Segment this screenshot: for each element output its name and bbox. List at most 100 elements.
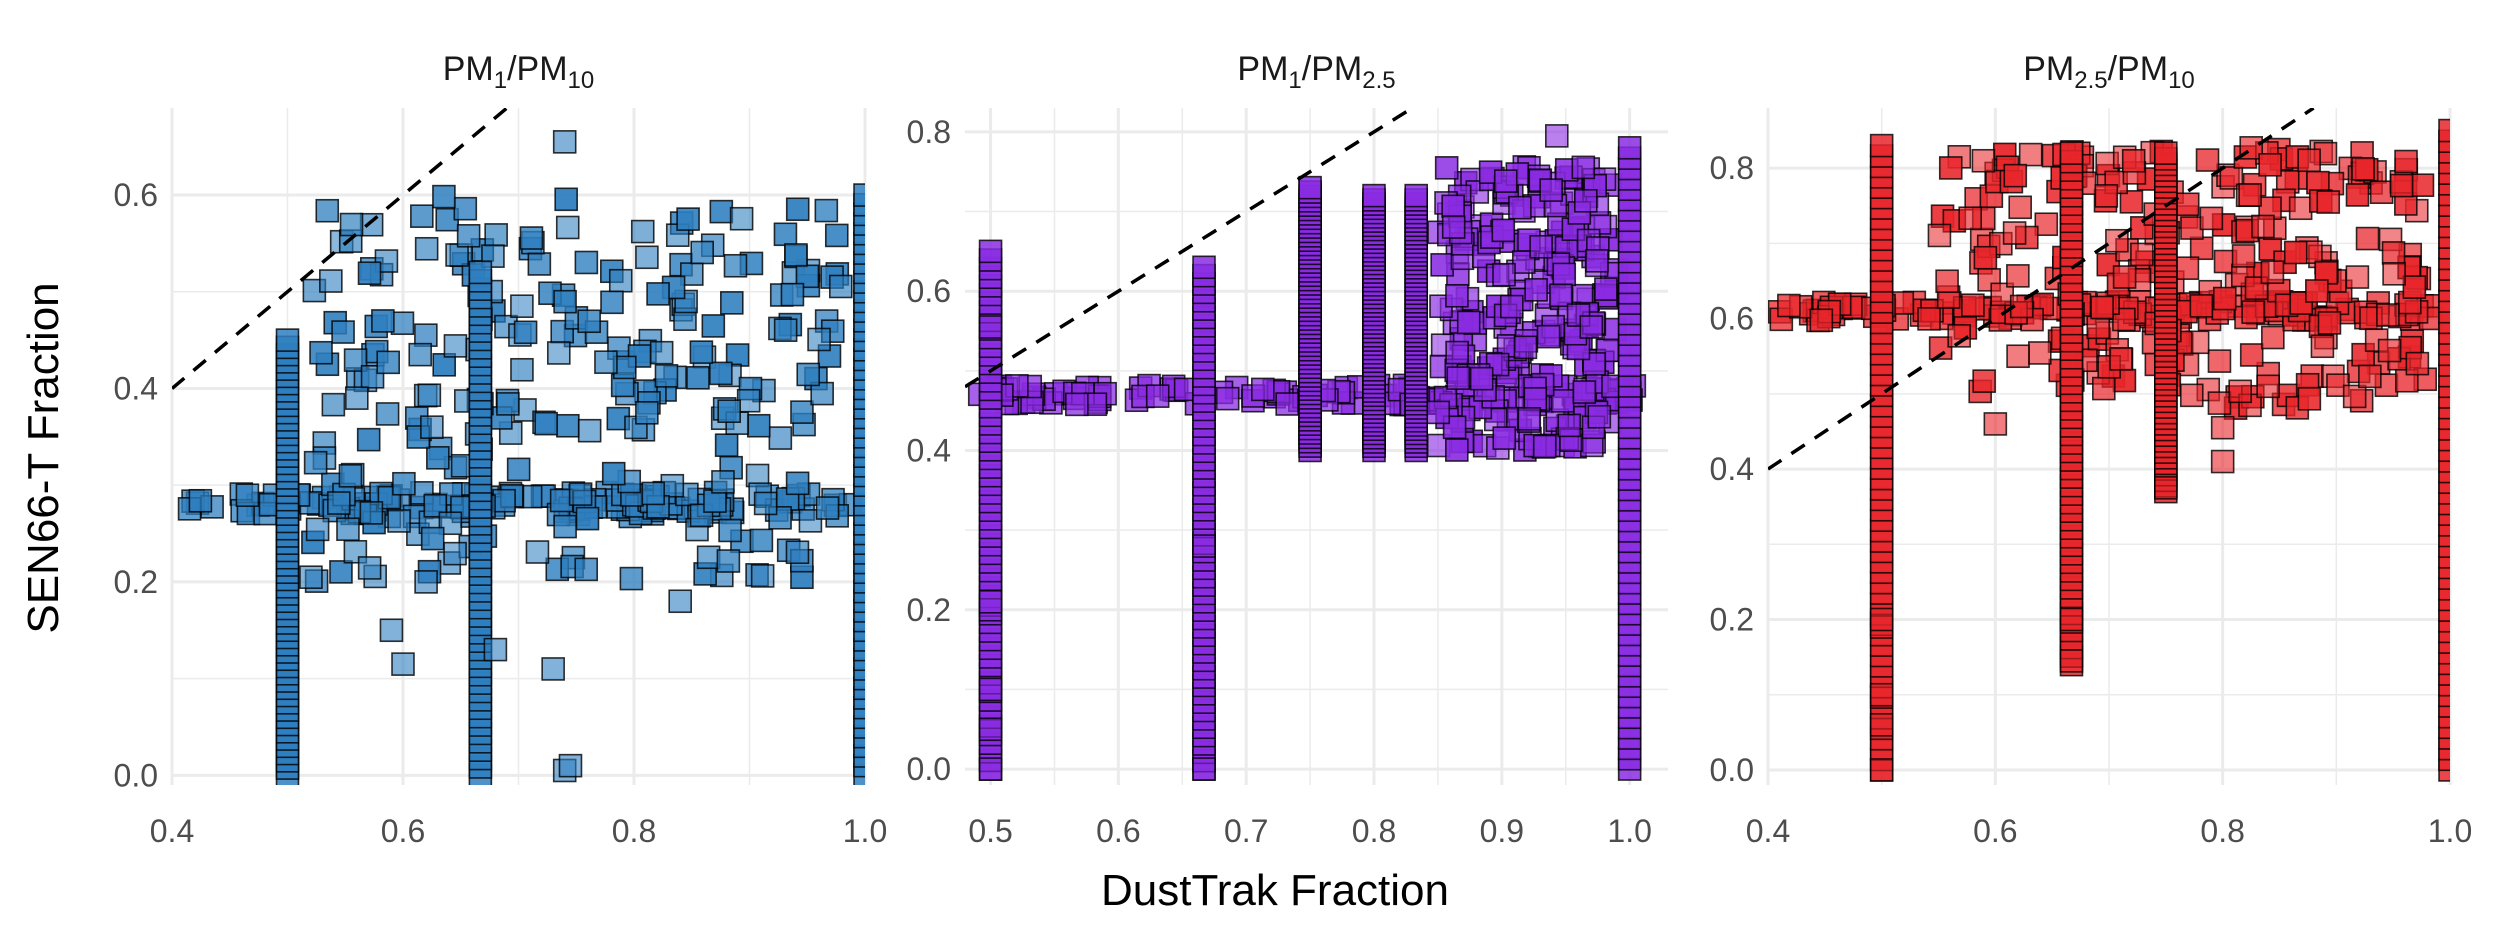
data-point xyxy=(2342,384,2367,409)
data-point xyxy=(790,400,814,424)
data-point xyxy=(2059,141,2084,165)
data-point xyxy=(978,677,1003,702)
data-point xyxy=(1441,194,1465,219)
data-point xyxy=(1572,380,1597,404)
data-point xyxy=(2239,343,2264,367)
data-point xyxy=(513,320,538,345)
data-point xyxy=(1544,124,1569,148)
data-point xyxy=(2351,157,2375,181)
data-point xyxy=(2175,192,2200,217)
data-point xyxy=(1445,283,1469,308)
data-point xyxy=(2059,649,2084,673)
data-point xyxy=(468,260,493,285)
data-point xyxy=(2241,300,2265,324)
data-point xyxy=(853,183,865,207)
data-point xyxy=(635,401,659,425)
data-point xyxy=(1362,183,1386,208)
data-point xyxy=(2154,141,2178,165)
data-point xyxy=(359,501,384,525)
data-point xyxy=(574,557,599,582)
data-point xyxy=(785,471,810,496)
data-point xyxy=(1869,682,1894,707)
panel-title: PM1/PM10 xyxy=(443,50,595,94)
y-tick-label: 0.8 xyxy=(1710,150,1754,186)
x-tick-label: 0.4 xyxy=(1746,813,1790,849)
y-tick-label: 0.6 xyxy=(114,177,158,213)
data-point xyxy=(305,517,330,542)
data-point xyxy=(2210,449,2235,474)
data-point xyxy=(978,590,1003,614)
data-point xyxy=(1065,392,1089,417)
data-point xyxy=(410,204,434,228)
data-point xyxy=(555,215,580,240)
data-point xyxy=(510,357,534,382)
data-point xyxy=(723,253,748,278)
data-point xyxy=(1938,156,1963,180)
data-point xyxy=(483,637,508,662)
data-point xyxy=(978,239,1003,264)
data-point xyxy=(1972,369,1996,393)
data-point xyxy=(1298,175,1322,200)
data-point xyxy=(2297,148,2321,173)
data-point xyxy=(423,493,448,518)
data-point xyxy=(414,570,438,594)
data-point xyxy=(1777,293,1801,318)
data-point xyxy=(780,282,805,307)
data-point xyxy=(2175,256,2200,280)
x-tick-label: 0.8 xyxy=(1352,813,1396,849)
data-point xyxy=(2228,379,2252,404)
x-tick-label: 0.8 xyxy=(2200,813,2244,849)
data-point xyxy=(391,652,415,676)
x-tick-label: 1.0 xyxy=(843,813,887,849)
data-point xyxy=(1469,366,1494,391)
data-point xyxy=(338,464,363,488)
data-point xyxy=(1973,245,1998,270)
data-point xyxy=(525,540,550,564)
data-point xyxy=(1404,183,1428,208)
data-point xyxy=(2355,226,2380,251)
data-point xyxy=(1550,389,1575,413)
data-point xyxy=(1927,223,1952,248)
data-point xyxy=(1508,195,1532,220)
data-point xyxy=(709,199,734,224)
panel-title: PM1/PM2.5 xyxy=(1237,50,1395,94)
data-point xyxy=(1513,335,1538,360)
data-point xyxy=(2112,265,2137,289)
data-point xyxy=(2199,206,2224,231)
data-point xyxy=(546,341,571,365)
data-point xyxy=(387,509,411,533)
data-point xyxy=(541,657,565,681)
y-tick-label: 0.6 xyxy=(1710,301,1754,337)
identity-reference-line xyxy=(172,108,509,390)
x-tick-label: 1.0 xyxy=(1607,813,1651,849)
data-point xyxy=(408,342,433,367)
x-tick-label: 0.7 xyxy=(1224,813,1268,849)
data-point xyxy=(1587,404,1612,429)
data-point xyxy=(2179,383,2204,408)
data-point xyxy=(519,226,544,250)
panel-pm25-pm10: 0.0 0.2 0.4 0.6 0.8 0.4 0.6 0.8 1.0 PM2.5/PM10 xyxy=(1710,50,2473,849)
data-point xyxy=(2008,195,2032,220)
data-point xyxy=(443,334,468,358)
data-point xyxy=(1492,262,1516,287)
data-point xyxy=(2018,142,2043,167)
data-point xyxy=(315,198,340,223)
data-point xyxy=(1445,438,1469,462)
data-point xyxy=(506,457,531,482)
data-point xyxy=(701,314,726,338)
data-point xyxy=(417,383,442,408)
data-point xyxy=(2402,275,2427,299)
data-point xyxy=(527,252,552,276)
data-point xyxy=(1552,262,1577,287)
data-point xyxy=(2086,315,2111,340)
x-axis-title: DustTrak Fraction xyxy=(1101,866,1449,915)
data-point xyxy=(814,198,839,223)
data-point xyxy=(750,564,775,588)
data-point xyxy=(392,471,416,496)
data-point xyxy=(1579,315,1604,339)
data-point xyxy=(1517,407,1542,431)
x-tick-label: 0.4 xyxy=(150,813,194,849)
data-point xyxy=(357,261,382,286)
series-points xyxy=(967,124,1647,781)
data-point xyxy=(2305,279,2329,303)
